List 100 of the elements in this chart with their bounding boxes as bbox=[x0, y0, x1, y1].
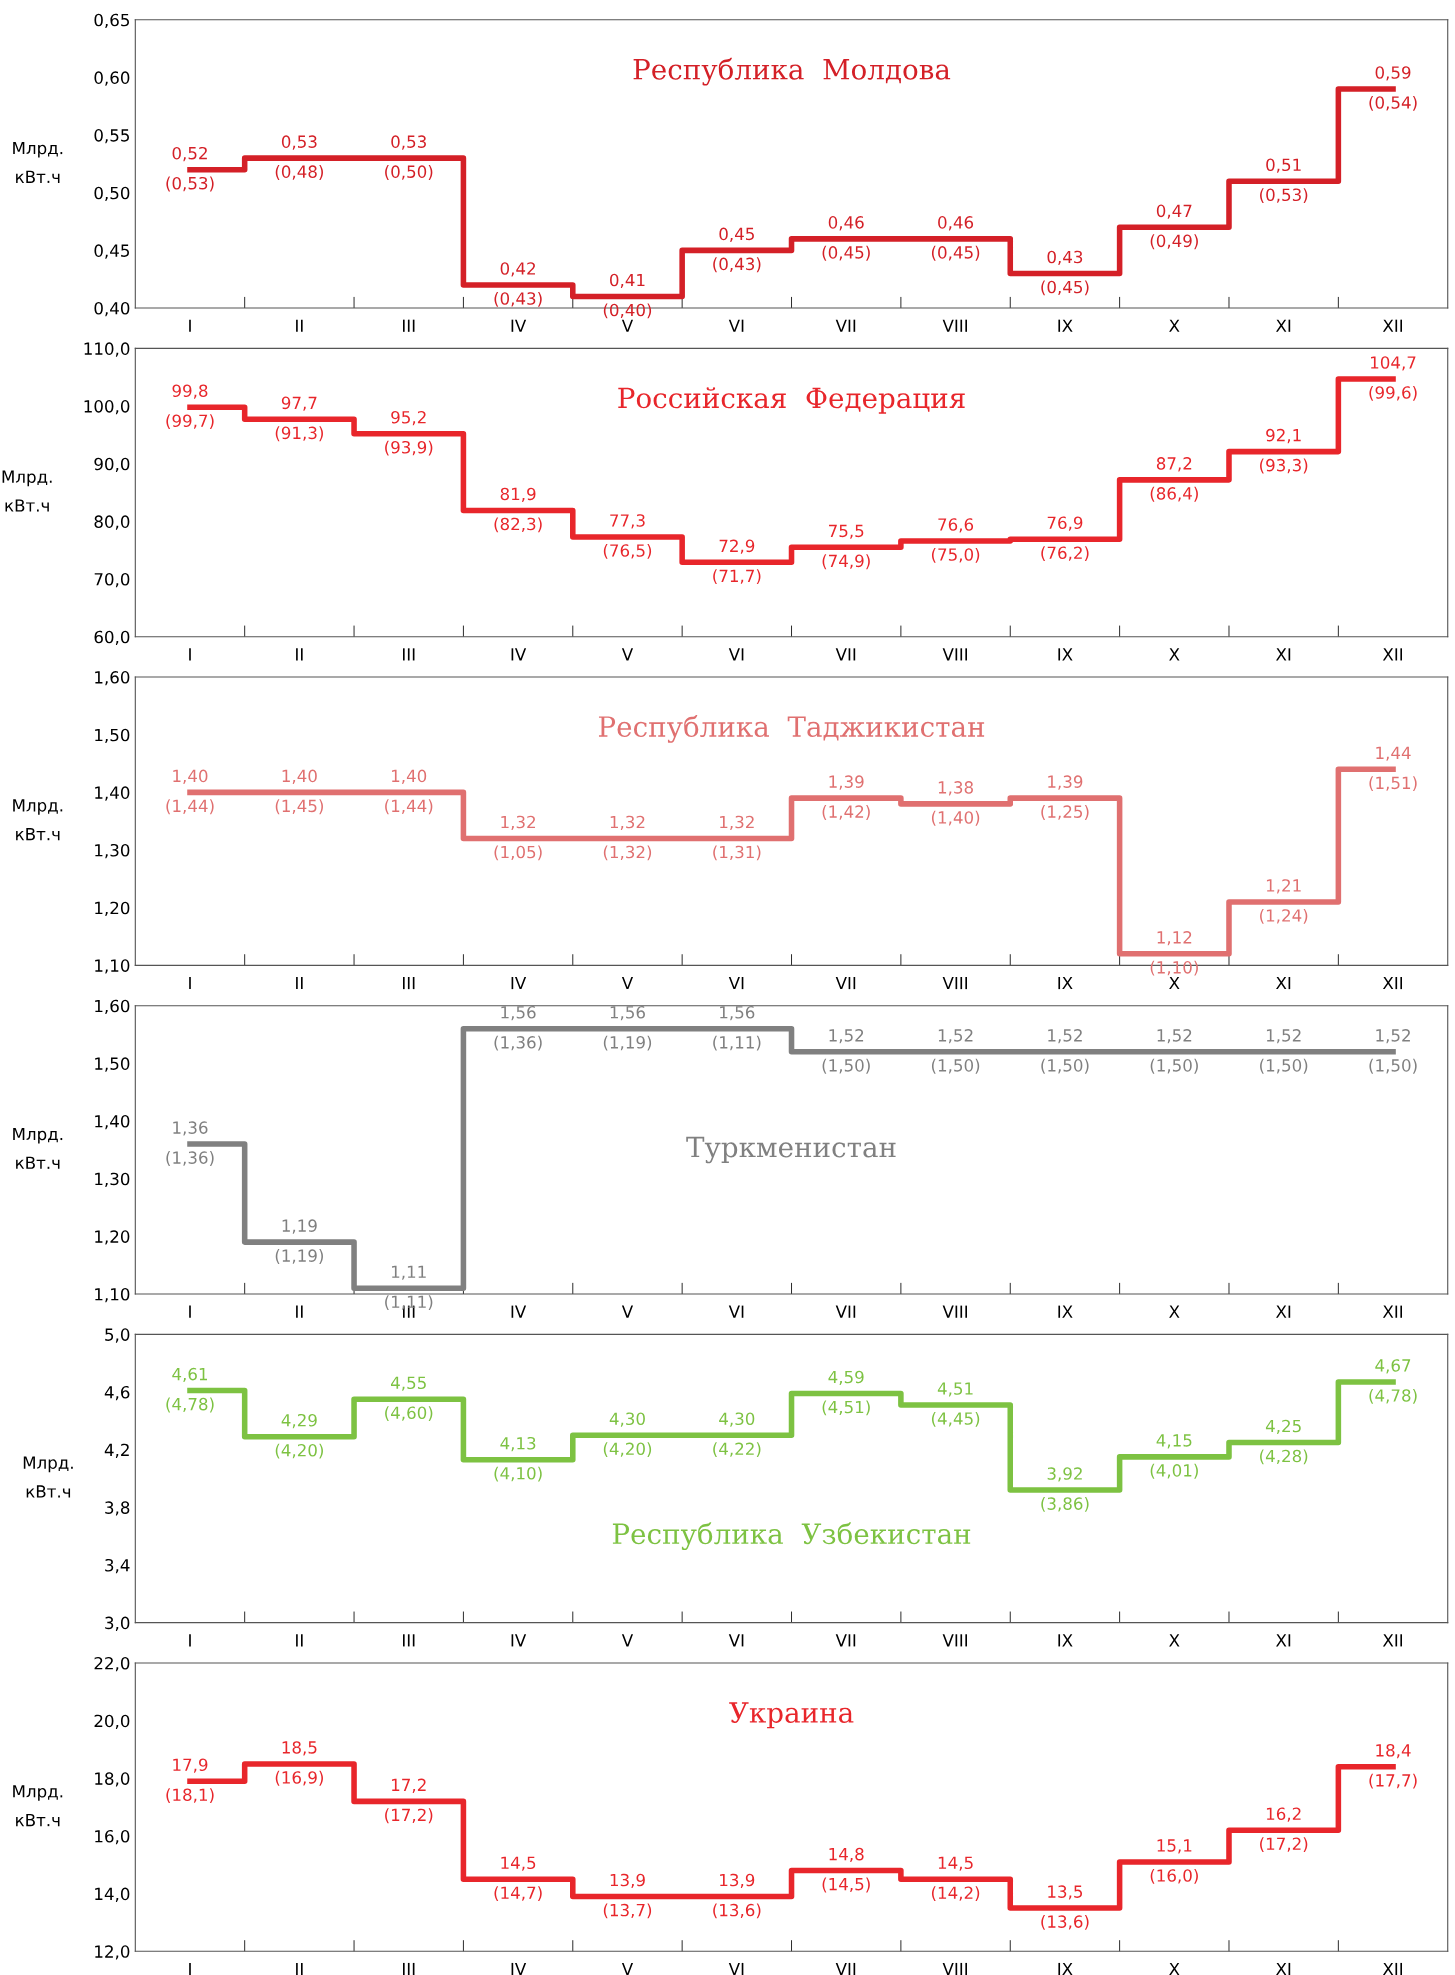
data-label: 0,46 (0,45) bbox=[822, 216, 870, 261]
x-tick-label: XII bbox=[1382, 1962, 1403, 1975]
x-tick-label: IV bbox=[511, 648, 527, 661]
data-label: 4,30 (4,20) bbox=[603, 1412, 652, 1458]
y-tick-label: 0,55 bbox=[94, 129, 129, 144]
y-tick-label: 90,0 bbox=[94, 457, 130, 472]
x-tick-label: II bbox=[296, 976, 303, 990]
x-tick-label: III bbox=[402, 976, 415, 990]
data-label: 1,52 (1,50) bbox=[1260, 1029, 1308, 1074]
data-label: 1,52 (1,50) bbox=[822, 1029, 870, 1074]
x-tick-label: VI bbox=[728, 319, 744, 332]
y-tick-label: 1,30 bbox=[95, 843, 130, 859]
y-tick-label: 20,0 bbox=[94, 1714, 130, 1729]
data-label: 3,92 (3,86) bbox=[1041, 1467, 1089, 1512]
x-tick-label: IV bbox=[511, 1634, 527, 1647]
data-label: 87,2 (86,4) bbox=[1150, 457, 1198, 502]
x-tick-label: VII bbox=[835, 1634, 856, 1647]
data-label: 104,7 (99,6) bbox=[1369, 356, 1417, 401]
data-label: 4,13 (4,10) bbox=[494, 1436, 542, 1482]
x-tick-label: XII bbox=[1382, 648, 1403, 661]
x-tick-label: VII bbox=[835, 319, 856, 332]
y-tick-label: 100,0 bbox=[84, 400, 130, 415]
x-tick-label: I bbox=[189, 1962, 191, 1975]
y-axis-title: Млрд. кВт.ч bbox=[2, 470, 52, 512]
y-tick-label: 0,50 bbox=[94, 186, 130, 201]
data-label: 14,5 (14,2) bbox=[931, 1856, 980, 1902]
x-tick-label: IV bbox=[511, 1962, 527, 1975]
y-tick-label: 0,40 bbox=[94, 302, 130, 317]
x-tick-label: VIII bbox=[942, 648, 968, 661]
data-label: 0,47 (0,49) bbox=[1150, 204, 1198, 250]
x-tick-label: XII bbox=[1382, 319, 1403, 332]
data-label: 4,15 (4,01) bbox=[1150, 1434, 1198, 1479]
data-label: 81,9 (82,3) bbox=[494, 487, 542, 533]
x-tick-label: VII bbox=[835, 648, 856, 661]
y-tick-label: 1,60 bbox=[95, 999, 130, 1014]
data-label: 0,43 (0,45) bbox=[1041, 250, 1089, 296]
x-tick-label: IX bbox=[1058, 976, 1073, 990]
x-tick-label: XII bbox=[1382, 976, 1403, 990]
y-tick-label: 70,0 bbox=[94, 573, 130, 588]
x-tick-label: II bbox=[296, 1962, 303, 1975]
data-label: 0,41 (0,40) bbox=[603, 273, 652, 319]
y-axis-title: Млрд. кВт.ч bbox=[23, 1456, 73, 1498]
x-tick-label: IV bbox=[511, 1305, 527, 1318]
x-tick-label: IX bbox=[1058, 1634, 1073, 1647]
data-label: 13,5 (13,6) bbox=[1041, 1885, 1089, 1930]
x-tick-label: I bbox=[189, 1634, 191, 1647]
x-tick-label: I bbox=[189, 1305, 191, 1318]
y-tick-label: 1,20 bbox=[95, 901, 130, 916]
x-tick-label: VIII bbox=[942, 319, 968, 332]
data-label: 0,45 (0,43) bbox=[713, 227, 761, 273]
data-label: 4,51 (4,45) bbox=[931, 1382, 980, 1427]
data-label: 1,52 (1,50) bbox=[931, 1029, 980, 1074]
x-tick-label: VIII bbox=[942, 1634, 968, 1647]
data-label: 17,9 (18,1) bbox=[166, 1758, 214, 1804]
x-tick-label: V bbox=[621, 1962, 634, 1975]
x-tick-label: X bbox=[1169, 1962, 1180, 1975]
x-tick-label: XI bbox=[1276, 319, 1291, 332]
x-tick-label: I bbox=[189, 319, 191, 332]
x-tick-label: X bbox=[1169, 1305, 1180, 1318]
data-label: 1,52 (1,50) bbox=[1150, 1029, 1198, 1074]
x-tick-label: I bbox=[189, 648, 191, 661]
y-tick-label: 0,65 bbox=[94, 13, 129, 29]
data-label: 14,8 (14,5) bbox=[822, 1847, 870, 1893]
data-label: 0,59 (0,54) bbox=[1369, 66, 1417, 111]
data-label: 72,9 (71,7) bbox=[713, 539, 761, 585]
y-tick-label: 1,20 bbox=[95, 1230, 130, 1245]
x-tick-label: VII bbox=[835, 1305, 856, 1318]
x-tick-label: XI bbox=[1276, 1634, 1291, 1647]
y-tick-label: 1,40 bbox=[95, 786, 130, 801]
data-label: 1,39 (1,42) bbox=[822, 775, 870, 820]
x-tick-label: VIII bbox=[942, 976, 968, 990]
data-label: 0,42 (0,43) bbox=[494, 262, 542, 307]
data-label: 97,7 (91,3) bbox=[275, 396, 323, 442]
x-tick-label: VI bbox=[728, 1305, 744, 1318]
data-label: 0,51 (0,53) bbox=[1260, 158, 1308, 203]
x-tick-label: V bbox=[621, 1305, 634, 1318]
data-label: 1,40 (1,45) bbox=[275, 769, 323, 815]
data-label: 77,3 (76,5) bbox=[603, 514, 652, 559]
data-label: 4,61 (4,78) bbox=[166, 1367, 214, 1413]
x-tick-label: VIII bbox=[942, 1305, 968, 1318]
data-label: 0,52 (0,53) bbox=[166, 146, 214, 192]
data-label: 76,6 (75,0) bbox=[931, 518, 980, 563]
y-tick-label: 1,30 bbox=[95, 1172, 130, 1187]
data-label: 18,5 (16,9) bbox=[275, 1741, 323, 1786]
data-label: 1,56 (1,36) bbox=[494, 1005, 542, 1051]
x-tick-label: III bbox=[402, 1962, 415, 1975]
data-label: 13,9 (13,6) bbox=[713, 1873, 761, 1919]
data-label: 0,46 (0,45) bbox=[931, 216, 980, 261]
x-tick-label: X bbox=[1169, 648, 1180, 661]
data-label: 1,38 (1,40) bbox=[931, 781, 980, 826]
y-axis-title: Млрд. кВт.ч bbox=[13, 1127, 63, 1169]
y-tick-label: 5,0 bbox=[105, 1328, 130, 1343]
y-tick-label: 1,10 bbox=[95, 959, 130, 974]
x-tick-label: III bbox=[402, 648, 415, 661]
x-tick-label: IX bbox=[1058, 648, 1073, 661]
x-tick-label: X bbox=[1169, 319, 1180, 332]
text: Туркменистан bbox=[686, 1136, 896, 1164]
y-axis-title: Млрд. кВт.ч bbox=[13, 1785, 63, 1827]
text: Республика Таджикистан bbox=[598, 715, 985, 743]
x-tick-label: XII bbox=[1382, 1634, 1403, 1647]
